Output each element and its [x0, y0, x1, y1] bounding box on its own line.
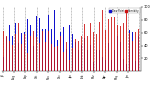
Legend: Dew Point, Humidity: Dew Point, Humidity [109, 8, 140, 13]
